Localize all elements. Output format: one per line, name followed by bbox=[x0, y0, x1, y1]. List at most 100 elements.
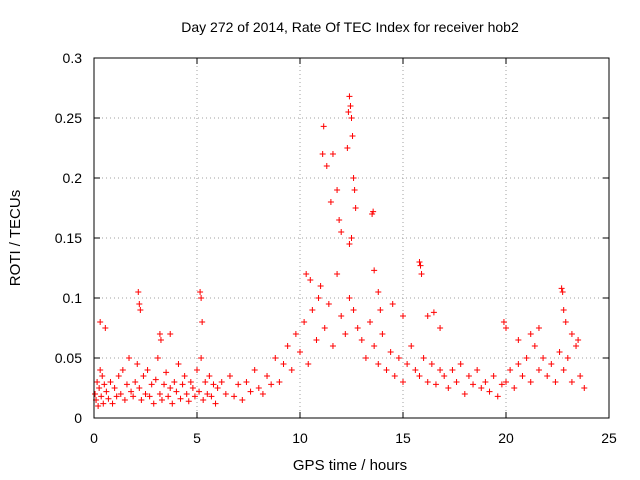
data-point bbox=[179, 381, 186, 388]
data-point bbox=[111, 385, 118, 391]
data-point bbox=[218, 379, 225, 385]
data-point bbox=[478, 385, 485, 391]
data-point bbox=[548, 361, 555, 367]
data-point bbox=[189, 385, 196, 391]
data-point bbox=[564, 355, 571, 361]
data-point bbox=[404, 361, 411, 367]
data-point bbox=[344, 145, 351, 151]
y-tick-label: 0.05 bbox=[55, 350, 82, 366]
data-point bbox=[321, 325, 328, 331]
data-point bbox=[138, 397, 145, 403]
data-point bbox=[268, 381, 275, 388]
data-point bbox=[500, 319, 507, 325]
data-point bbox=[348, 235, 355, 241]
data-point bbox=[119, 367, 126, 373]
data-point bbox=[424, 313, 431, 319]
data-point bbox=[259, 391, 266, 397]
x-tick-label: 25 bbox=[601, 430, 617, 446]
data-point bbox=[167, 331, 174, 337]
data-point bbox=[342, 331, 349, 337]
data-point bbox=[196, 388, 203, 395]
data-point bbox=[474, 367, 481, 373]
data-point bbox=[239, 397, 246, 403]
data-point bbox=[498, 381, 505, 388]
data-point bbox=[158, 397, 165, 403]
data-point bbox=[329, 151, 336, 157]
data-point bbox=[165, 393, 172, 400]
x-tick-label: 15 bbox=[395, 430, 411, 446]
data-point bbox=[375, 361, 382, 367]
data-point bbox=[418, 271, 425, 277]
data-point bbox=[430, 309, 437, 316]
data-point bbox=[575, 337, 582, 343]
data-point bbox=[346, 93, 353, 100]
data-point bbox=[577, 373, 584, 379]
data-point bbox=[350, 307, 357, 313]
data-point bbox=[132, 379, 139, 385]
data-point bbox=[169, 400, 176, 407]
data-point bbox=[113, 393, 120, 400]
data-point bbox=[348, 115, 355, 121]
data-point bbox=[486, 388, 493, 395]
data-point bbox=[303, 271, 310, 277]
data-point bbox=[329, 343, 336, 349]
data-point bbox=[197, 289, 204, 295]
data-point bbox=[334, 271, 341, 277]
data-point bbox=[183, 391, 190, 397]
data-point bbox=[134, 361, 141, 367]
data-point bbox=[136, 301, 143, 307]
data-point bbox=[235, 381, 242, 388]
x-tick-label: 10 bbox=[292, 430, 308, 446]
data-point bbox=[346, 241, 353, 247]
data-point bbox=[379, 331, 386, 337]
data-point bbox=[135, 289, 142, 295]
data-point bbox=[441, 373, 448, 379]
data-point bbox=[305, 361, 312, 367]
data-point bbox=[105, 395, 112, 402]
data-point bbox=[115, 373, 122, 379]
data-point bbox=[214, 385, 221, 391]
data-point bbox=[255, 385, 262, 391]
data-point bbox=[552, 379, 559, 385]
data-point bbox=[560, 307, 567, 313]
data-point bbox=[416, 373, 423, 379]
data-point bbox=[136, 385, 143, 391]
data-point bbox=[424, 379, 431, 385]
data-point bbox=[206, 373, 213, 379]
data-point bbox=[171, 379, 178, 385]
data-point bbox=[123, 381, 130, 388]
data-point bbox=[352, 205, 359, 211]
data-point bbox=[400, 379, 406, 385]
data-point bbox=[102, 325, 109, 331]
data-point bbox=[126, 355, 133, 361]
data-point bbox=[276, 379, 283, 385]
data-point bbox=[163, 369, 170, 376]
data-point bbox=[389, 301, 396, 307]
data-point bbox=[204, 391, 211, 397]
data-point bbox=[375, 289, 382, 295]
data-point bbox=[556, 349, 563, 355]
data-point bbox=[100, 400, 107, 407]
data-point bbox=[142, 391, 149, 397]
data-point bbox=[152, 376, 159, 383]
data-point bbox=[559, 289, 566, 295]
data-point bbox=[173, 388, 180, 395]
data-point bbox=[323, 163, 330, 169]
data-point bbox=[231, 393, 238, 400]
data-point bbox=[167, 385, 174, 391]
data-point bbox=[150, 400, 157, 407]
data-point bbox=[558, 285, 565, 292]
data-point bbox=[148, 381, 155, 388]
data-point bbox=[92, 391, 99, 397]
data-point bbox=[461, 391, 468, 397]
data-point bbox=[288, 367, 295, 373]
data-point bbox=[581, 385, 588, 391]
data-point bbox=[350, 175, 357, 181]
data-point bbox=[327, 199, 334, 205]
x-axis-label: GPS time / hours bbox=[293, 457, 407, 474]
data-point bbox=[313, 337, 320, 343]
data-point bbox=[371, 267, 378, 274]
data-point bbox=[137, 307, 144, 313]
data-point bbox=[527, 331, 534, 337]
